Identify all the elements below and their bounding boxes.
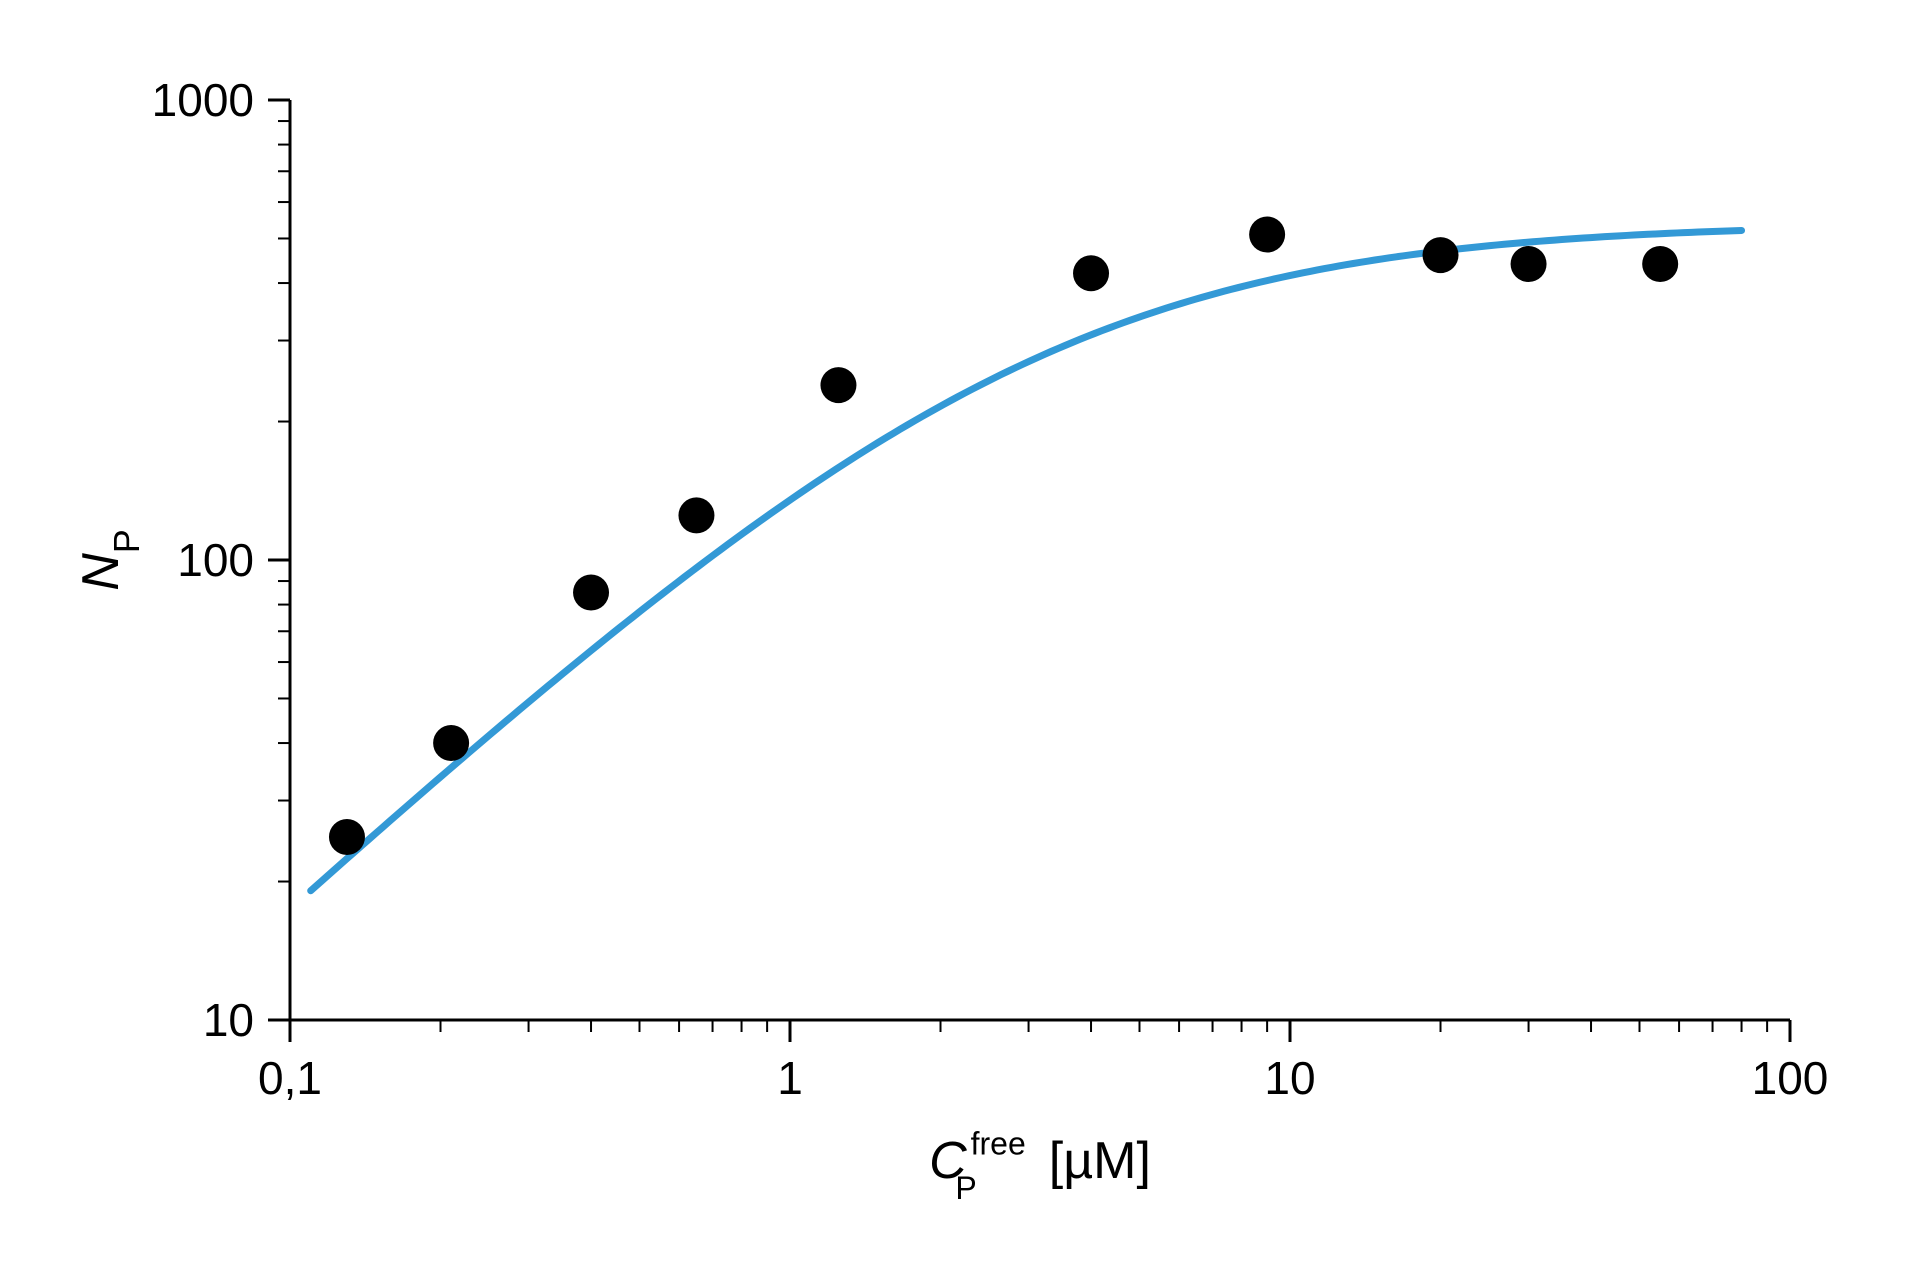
chart-container: 0,1110100101001000NPCfreeP [µM] <box>0 0 1920 1280</box>
y-tick-label: 10 <box>203 994 254 1046</box>
data-point <box>329 819 365 855</box>
binding-curve-chart: 0,1110100101001000NPCfreeP [µM] <box>0 0 1920 1280</box>
data-point <box>1642 246 1678 282</box>
x-tick-label: 0,1 <box>258 1052 322 1104</box>
x-tick-label: 100 <box>1752 1052 1829 1104</box>
data-point <box>573 574 609 610</box>
data-point <box>1423 237 1459 273</box>
data-point <box>678 497 714 533</box>
data-point <box>820 367 856 403</box>
data-point <box>1073 255 1109 291</box>
data-point <box>433 725 469 761</box>
y-tick-label: 1000 <box>152 74 254 126</box>
data-point <box>1249 217 1285 253</box>
y-tick-label: 100 <box>177 534 254 586</box>
x-tick-label: 1 <box>777 1052 803 1104</box>
x-tick-label: 10 <box>1264 1052 1315 1104</box>
data-point <box>1511 246 1547 282</box>
